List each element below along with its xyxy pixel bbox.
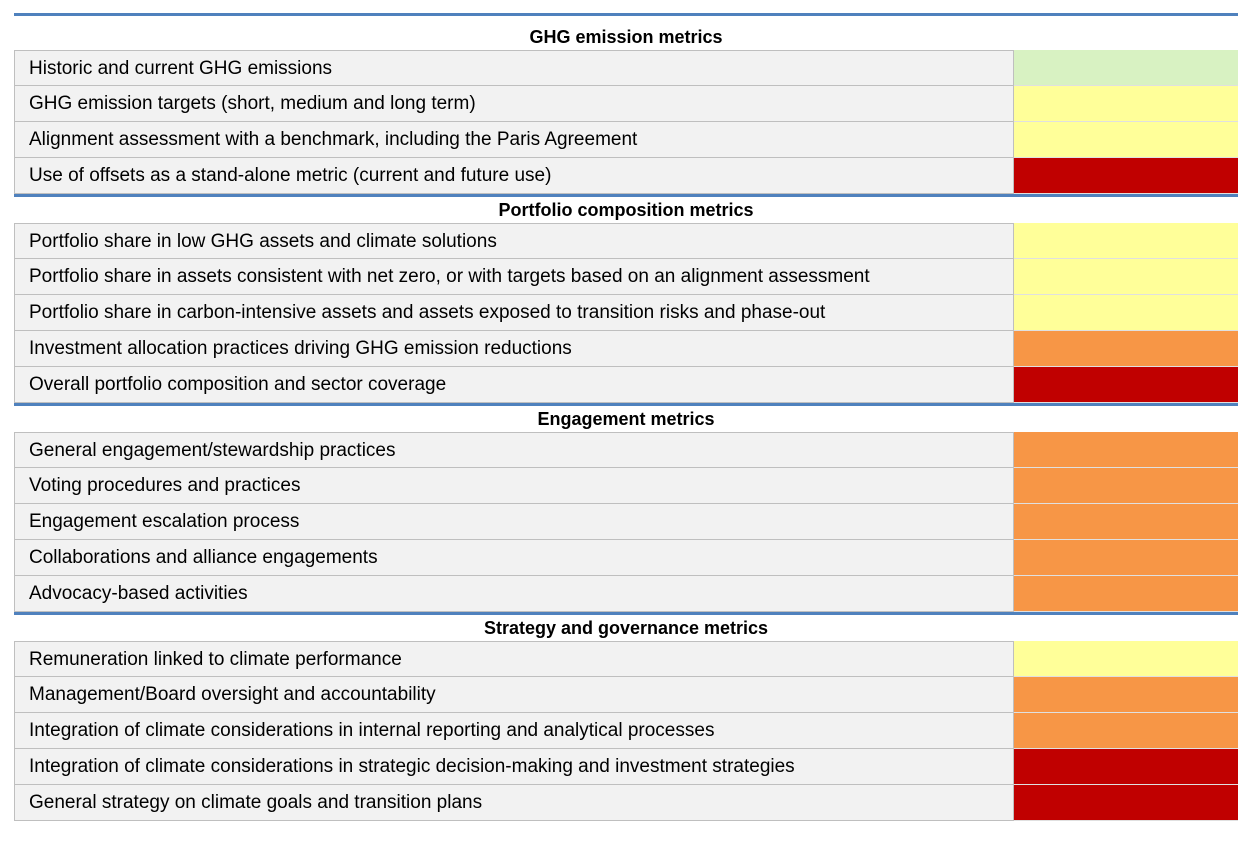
section-header: Strategy and governance metrics — [14, 612, 1238, 641]
metric-label: Investment allocation practices driving … — [14, 331, 1014, 367]
metric-row: Alignment assessment with a benchmark, i… — [14, 122, 1238, 158]
metric-row: Use of offsets as a stand-alone metric (… — [14, 158, 1238, 194]
metric-row: Portfolio share in carbon-intensive asse… — [14, 295, 1238, 331]
metric-label: Remuneration linked to climate performan… — [14, 641, 1014, 677]
metric-label: Portfolio share in low GHG assets and cl… — [14, 223, 1014, 259]
status-cell — [1014, 540, 1238, 576]
metric-row: Integration of climate considerations in… — [14, 713, 1238, 749]
metric-label: GHG emission targets (short, medium and … — [14, 86, 1014, 122]
status-cell — [1014, 259, 1238, 295]
metric-row: Overall portfolio composition and sector… — [14, 367, 1238, 403]
section-header: Portfolio composition metrics — [14, 194, 1238, 223]
metric-row: Voting procedures and practices — [14, 468, 1238, 504]
metric-row: Portfolio share in low GHG assets and cl… — [14, 223, 1238, 259]
status-cell — [1014, 576, 1238, 612]
metric-label: Voting procedures and practices — [14, 468, 1014, 504]
status-cell — [1014, 367, 1238, 403]
metric-label: Integration of climate considerations in… — [14, 749, 1014, 785]
status-cell — [1014, 677, 1238, 713]
status-cell — [1014, 785, 1238, 821]
metric-label: General engagement/stewardship practices — [14, 432, 1014, 468]
metric-row: Integration of climate considerations in… — [14, 749, 1238, 785]
metric-label: Use of offsets as a stand-alone metric (… — [14, 158, 1014, 194]
metric-row: Engagement escalation process — [14, 504, 1238, 540]
status-cell — [1014, 504, 1238, 540]
section-header: Engagement metrics — [14, 403, 1238, 432]
metric-row: Management/Board oversight and accountab… — [14, 677, 1238, 713]
metric-row: General engagement/stewardship practices — [14, 432, 1238, 468]
metrics-table: GHG emission metrics Historic and current… — [14, 13, 1238, 821]
status-cell — [1014, 50, 1238, 86]
status-cell — [1014, 713, 1238, 749]
metric-label: Portfolio share in carbon-intensive asse… — [14, 295, 1014, 331]
status-cell — [1014, 749, 1238, 785]
metric-label: Advocacy-based activities — [14, 576, 1014, 612]
status-cell — [1014, 122, 1238, 158]
metric-label: Collaborations and alliance engagements — [14, 540, 1014, 576]
metric-row: General strategy on climate goals and tr… — [14, 785, 1238, 821]
status-cell — [1014, 331, 1238, 367]
metric-label: Alignment assessment with a benchmark, i… — [14, 122, 1014, 158]
metric-row: Historic and current GHG emissions — [14, 50, 1238, 86]
status-cell — [1014, 295, 1238, 331]
section-header: GHG emission metrics — [14, 13, 1238, 50]
status-cell — [1014, 86, 1238, 122]
status-cell — [1014, 641, 1238, 677]
metric-row: Portfolio share in assets consistent wit… — [14, 259, 1238, 295]
status-cell — [1014, 432, 1238, 468]
metric-label: General strategy on climate goals and tr… — [14, 785, 1014, 821]
metric-row: Remuneration linked to climate performan… — [14, 641, 1238, 677]
metric-label: Overall portfolio composition and sector… — [14, 367, 1014, 403]
metric-label: Management/Board oversight and accountab… — [14, 677, 1014, 713]
status-cell — [1014, 468, 1238, 504]
metric-label: Historic and current GHG emissions — [14, 50, 1014, 86]
metric-row: Advocacy-based activities — [14, 576, 1238, 612]
metric-label: Integration of climate considerations in… — [14, 713, 1014, 749]
metric-row: GHG emission targets (short, medium and … — [14, 86, 1238, 122]
metric-row: Collaborations and alliance engagements — [14, 540, 1238, 576]
status-cell — [1014, 158, 1238, 194]
metric-row: Investment allocation practices driving … — [14, 331, 1238, 367]
status-cell — [1014, 223, 1238, 259]
metric-label: Engagement escalation process — [14, 504, 1014, 540]
metric-label: Portfolio share in assets consistent wit… — [14, 259, 1014, 295]
